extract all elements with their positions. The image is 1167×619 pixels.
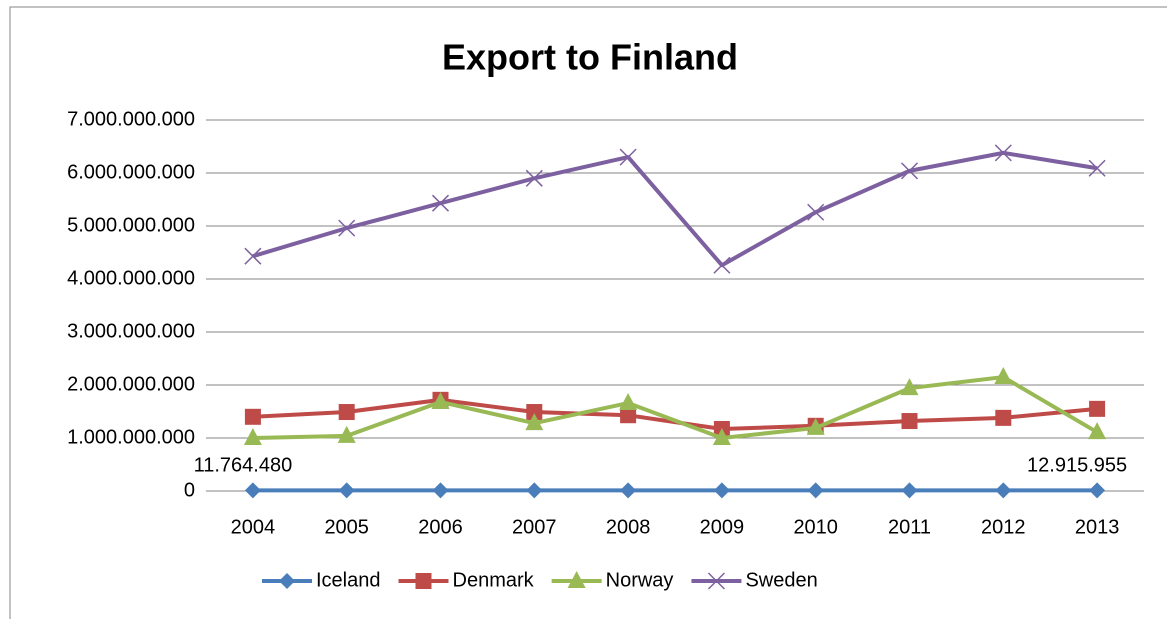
square-marker: [901, 413, 918, 430]
x-marker: [244, 247, 262, 265]
triangle-marker: [619, 393, 638, 411]
y-tick-label: 6.000.000.000: [67, 161, 195, 183]
triangle-marker: [1088, 422, 1107, 440]
y-tick-label: 7.000.000.000: [67, 108, 195, 130]
legend-label: Iceland: [316, 569, 381, 591]
x-tick-label: 2005: [324, 516, 369, 538]
x-marker: [525, 169, 543, 187]
x-tick-label: 2013: [1075, 516, 1120, 538]
x-marker: [707, 572, 725, 590]
triangle-marker: [712, 428, 731, 445]
diamond-marker: [432, 482, 449, 499]
series-line: [252, 150, 1098, 268]
diamond-marker: [995, 482, 1012, 499]
x-marker: [994, 144, 1012, 162]
y-tick-label: 0: [184, 479, 195, 501]
x-marker: [338, 219, 356, 237]
x-tick-label: 2004: [231, 516, 276, 538]
diamond-marker: [901, 482, 918, 499]
x-marker: [619, 148, 637, 166]
x-tick-label: 2012: [981, 516, 1026, 538]
x-tick-label: 2007: [512, 516, 557, 538]
x-marker: [900, 162, 919, 180]
triangle-marker: [567, 571, 586, 588]
diamond-marker: [1089, 482, 1106, 499]
diamond-marker: [279, 573, 295, 589]
square-marker: [620, 407, 637, 424]
diamond-marker: [244, 482, 261, 499]
series-line: [252, 375, 1099, 440]
triangle-marker: [806, 417, 825, 435]
triangle-marker: [243, 428, 262, 445]
y-tick-label: 3.000.000.000: [67, 320, 195, 342]
x-tick-label: 2011: [888, 516, 931, 538]
y-tick-label: 4.000.000.000: [67, 267, 195, 289]
y-tick-label: 2.000.000.000: [67, 373, 195, 395]
x-marker: [1088, 159, 1106, 177]
x-tick-label: 2010: [793, 516, 838, 538]
triangle-marker: [994, 367, 1013, 385]
x-tick-label: 2009: [700, 516, 745, 538]
x-tick-label: 2008: [606, 516, 651, 538]
diamond-marker: [526, 482, 543, 499]
data-label: 11.764.480: [194, 455, 293, 477]
triangle-marker: [431, 391, 450, 409]
x-marker: [431, 194, 450, 212]
x-marker: [713, 256, 731, 274]
data-label: 12.915.955: [1027, 455, 1127, 477]
legend-label: Norway: [606, 569, 674, 591]
triangle-marker: [337, 425, 356, 443]
square-marker: [995, 409, 1012, 426]
diamond-marker: [713, 482, 730, 499]
triangle-marker: [900, 378, 919, 396]
x-tick-label: 2006: [418, 516, 463, 538]
square-marker: [338, 404, 355, 421]
square-marker: [244, 408, 261, 425]
square-marker: [526, 404, 543, 421]
y-tick-label: 5.000.000.000: [67, 214, 195, 236]
y-tick-label: 1.000.000.000: [67, 426, 195, 448]
x-marker: [807, 203, 825, 221]
chart-frame: [9, 6, 1167, 619]
square-marker: [415, 573, 432, 589]
legend-label: Denmark: [453, 569, 535, 591]
triangle-marker: [525, 413, 544, 431]
diamond-marker: [807, 482, 824, 499]
chart-title: Export to Finland: [442, 37, 738, 78]
diamond-marker: [620, 482, 637, 499]
square-marker: [1089, 400, 1106, 417]
legend-label: Sweden: [745, 569, 817, 591]
diamond-marker: [338, 482, 355, 499]
